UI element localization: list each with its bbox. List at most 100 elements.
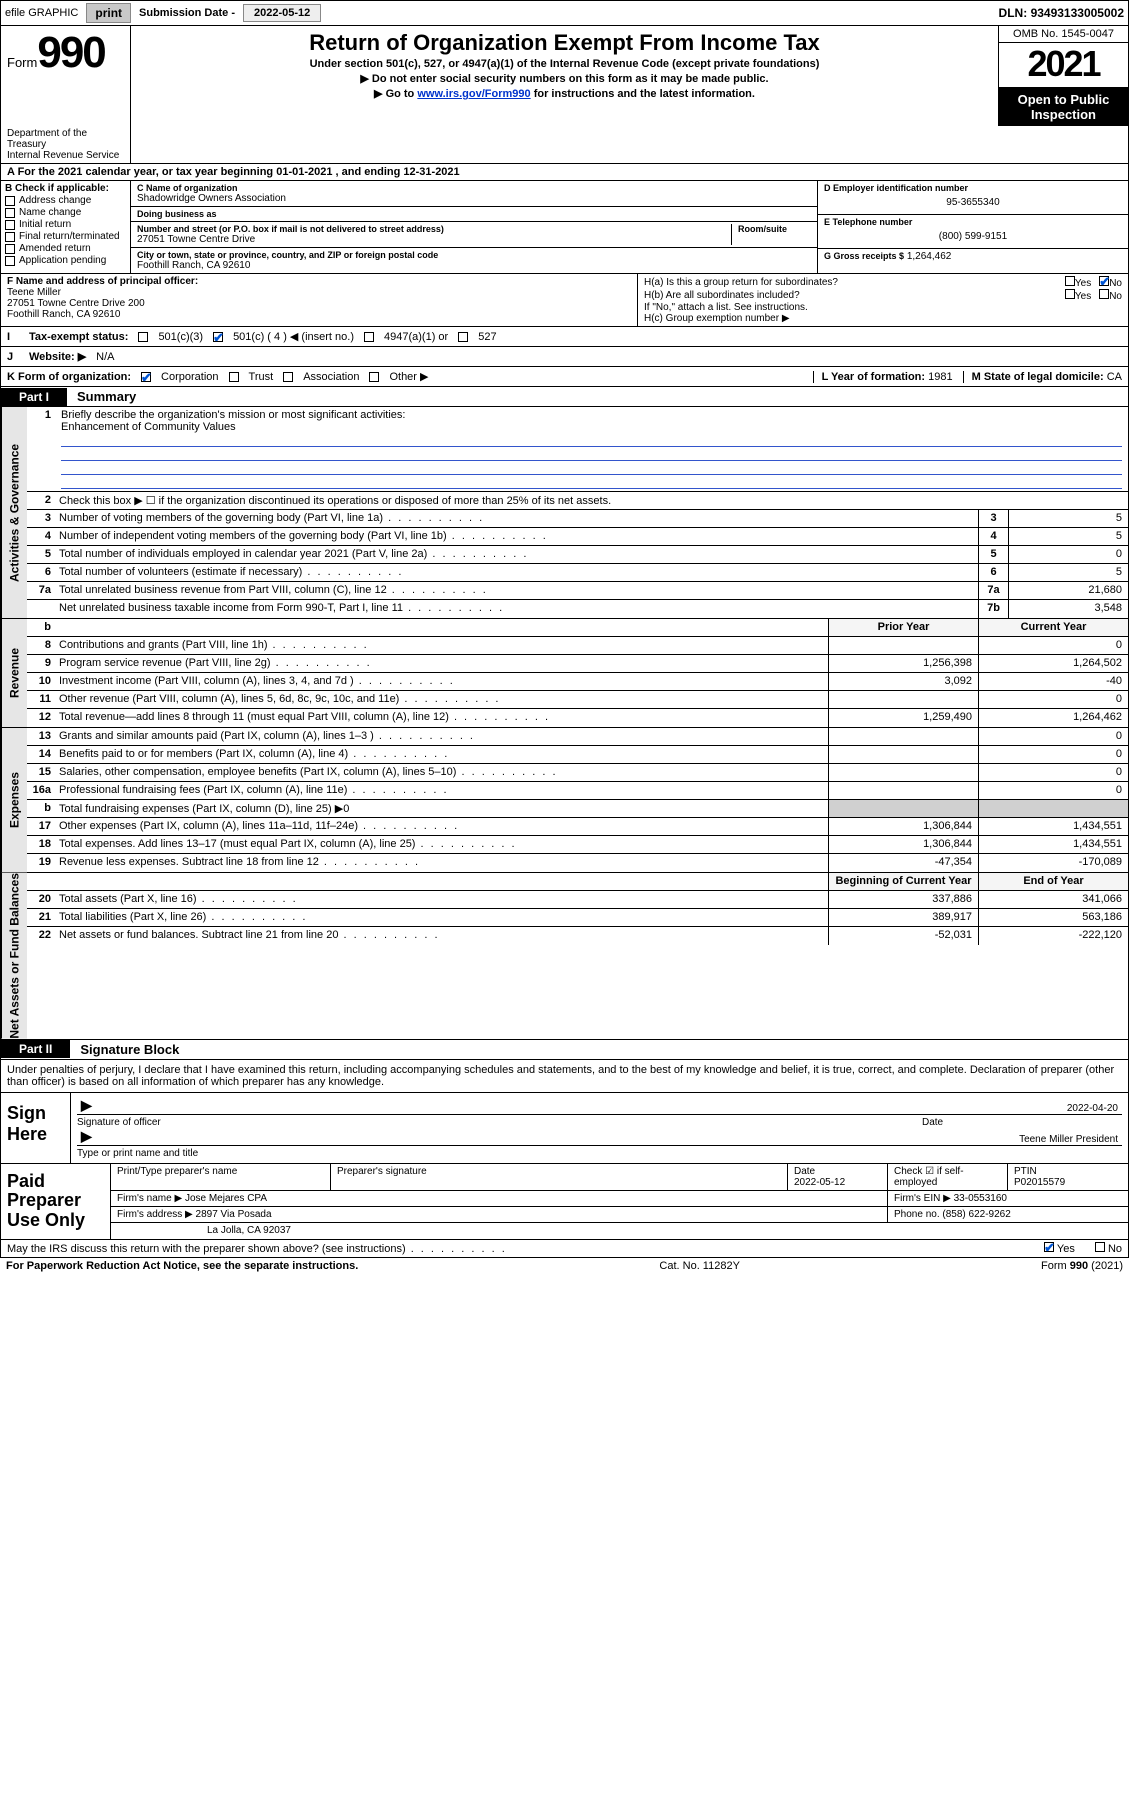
row-text: Check this box ▶ ☐ if the organization d… — [55, 492, 1128, 509]
summary-row: 20Total assets (Part X, line 16)337,8863… — [27, 891, 1128, 909]
chk-application-pending[interactable] — [5, 256, 15, 266]
prior-val: -52,031 — [828, 927, 978, 945]
org-city: Foothill Ranch, CA 92610 — [137, 260, 811, 271]
l-lbl: L Year of formation: — [822, 371, 926, 383]
sign-here-block: Sign Here ▶ 2022-04-20 Signature of offi… — [0, 1093, 1129, 1164]
row-text: Other expenses (Part IX, column (A), lin… — [55, 818, 828, 835]
row-text: Program service revenue (Part VIII, line… — [55, 655, 828, 672]
print-button[interactable]: print — [86, 3, 131, 23]
firm-name: Jose Mejares CPA — [185, 1193, 267, 1204]
hb-yes-chk[interactable] — [1065, 289, 1075, 299]
c-room-lbl: Room/suite — [738, 224, 811, 234]
chk-4947[interactable] — [364, 332, 374, 342]
summary-row: 6Total number of volunteers (estimate if… — [27, 564, 1128, 582]
i-o4: 527 — [478, 331, 496, 343]
firm-ein-lbl: Firm's EIN ▶ — [894, 1193, 951, 1204]
hdr-prior: Prior Year — [828, 619, 978, 636]
ha-yes-chk[interactable] — [1065, 276, 1075, 286]
row-text: Total fundraising expenses (Part IX, col… — [55, 800, 828, 817]
paid-body: Print/Type preparer's name Preparer's si… — [111, 1164, 1128, 1239]
current-val: -170,089 — [978, 854, 1128, 872]
ha-no-chk[interactable] — [1099, 276, 1109, 286]
b-title: B Check if applicable: — [5, 183, 126, 194]
discuss-yes-chk[interactable] — [1044, 1242, 1054, 1252]
section-b: B Check if applicable: Address change Na… — [1, 181, 131, 273]
row-text: Investment income (Part VIII, column (A)… — [55, 673, 828, 690]
row-text: Contributions and grants (Part VIII, lin… — [55, 637, 828, 654]
topbar: efile GRAPHIC print Submission Date - 20… — [0, 0, 1129, 26]
date-lbl: Date — [922, 1117, 1122, 1128]
chk-name-change[interactable] — [5, 208, 15, 218]
row-text: Total number of individuals employed in … — [55, 546, 978, 563]
d-ein-lbl: D Employer identification number — [824, 183, 1122, 193]
paid-ptin-cell: PTIN P02015579 — [1008, 1164, 1128, 1190]
sign-here-label: Sign Here — [1, 1093, 71, 1163]
summary-row: 9Program service revenue (Part VIII, lin… — [27, 655, 1128, 673]
row-val: 5 — [1008, 528, 1128, 545]
summary-row: 3Number of voting members of the governi… — [27, 510, 1128, 528]
summary-row: 7aTotal unrelated business revenue from … — [27, 582, 1128, 600]
hb-text: H(b) Are all subordinates included? — [644, 290, 800, 301]
current-val: 0 — [978, 691, 1128, 708]
hb-no-chk[interactable] — [1099, 289, 1109, 299]
row-val: 5 — [1008, 510, 1128, 527]
sig-lbl: Signature of officer — [77, 1117, 922, 1128]
hb-note: If "No," attach a list. See instructions… — [644, 302, 1122, 313]
row-box: 3 — [978, 510, 1008, 527]
b-opt: Amended return — [19, 243, 91, 254]
dept-treasury: Department of the Treasury — [7, 128, 124, 150]
paid-self-employed: Check ☑ if self-employed — [888, 1164, 1008, 1190]
row-box: 4 — [978, 528, 1008, 545]
summary-row: 17Other expenses (Part IX, column (A), l… — [27, 818, 1128, 836]
bcd-block: B Check if applicable: Address change Na… — [0, 181, 1129, 274]
current-val: 341,066 — [978, 891, 1128, 908]
i-o3: 4947(a)(1) or — [384, 331, 448, 343]
line-a: A For the 2021 calendar year, or tax yea… — [0, 164, 1129, 181]
pra-notice: For Paperwork Reduction Act Notice, see … — [6, 1260, 358, 1272]
org-name: Shadowridge Owners Association — [137, 193, 811, 204]
chk-corporation[interactable] — [141, 372, 151, 382]
line-klm: K Form of organization: Corporation Trus… — [0, 367, 1129, 387]
agency-row: Department of the Treasury Internal Reve… — [0, 126, 1129, 164]
chk-other[interactable] — [369, 372, 379, 382]
subdate-value: 2022-05-12 — [243, 4, 321, 22]
chk-address-change[interactable] — [5, 196, 15, 206]
k-lbl: K Form of organization: — [7, 371, 131, 383]
ha-yes: Yes — [1075, 278, 1091, 289]
chk-trust[interactable] — [229, 372, 239, 382]
firm-addr1: 2897 Via Posada — [196, 1209, 272, 1220]
summary-row: 11Other revenue (Part VIII, column (A), … — [27, 691, 1128, 709]
chk-501c[interactable] — [213, 332, 223, 342]
row-val: 3,548 — [1008, 600, 1128, 618]
chk-501c3[interactable] — [138, 332, 148, 342]
section-d: D Employer identification number 95-3655… — [818, 181, 1128, 273]
summary-row: 14Benefits paid to or for members (Part … — [27, 746, 1128, 764]
discuss-yes: Yes — [1057, 1243, 1075, 1255]
page-footer: For Paperwork Reduction Act Notice, see … — [0, 1258, 1129, 1274]
chk-final-return[interactable] — [5, 232, 15, 242]
summary-body: Beginning of Current YearEnd of Year20To… — [27, 873, 1128, 1039]
prior-val — [828, 782, 978, 799]
name-title-lbl: Type or print name and title — [77, 1148, 1122, 1159]
irs-link[interactable]: www.irs.gov/Form990 — [417, 88, 530, 100]
row-text: Revenue less expenses. Subtract line 18 … — [55, 854, 828, 872]
shaded-cell — [978, 800, 1128, 817]
chk-association[interactable] — [283, 372, 293, 382]
chk-initial-return[interactable] — [5, 220, 15, 230]
prior-val — [828, 746, 978, 763]
discuss-no-chk[interactable] — [1095, 1242, 1105, 1252]
i-o1: 501(c)(3) — [158, 331, 203, 343]
row-text: Total unrelated business revenue from Pa… — [55, 582, 978, 599]
chk-527[interactable] — [458, 332, 468, 342]
paid-left-label: Paid Preparer Use Only — [1, 1164, 111, 1239]
current-val: 0 — [978, 637, 1128, 654]
shaded-cell — [828, 800, 978, 817]
d-phone-lbl: E Telephone number — [824, 217, 1122, 227]
chk-amended-return[interactable] — [5, 244, 15, 254]
summary-body: 13Grants and similar amounts paid (Part … — [27, 728, 1128, 872]
dln-label: DLN: — [999, 6, 1028, 20]
summary-row: 19Revenue less expenses. Subtract line 1… — [27, 854, 1128, 872]
form-subtitle: Under section 501(c), 527, or 4947(a)(1)… — [139, 58, 990, 70]
k-o2: Trust — [249, 371, 274, 383]
note2-post: for instructions and the latest informat… — [531, 88, 755, 100]
